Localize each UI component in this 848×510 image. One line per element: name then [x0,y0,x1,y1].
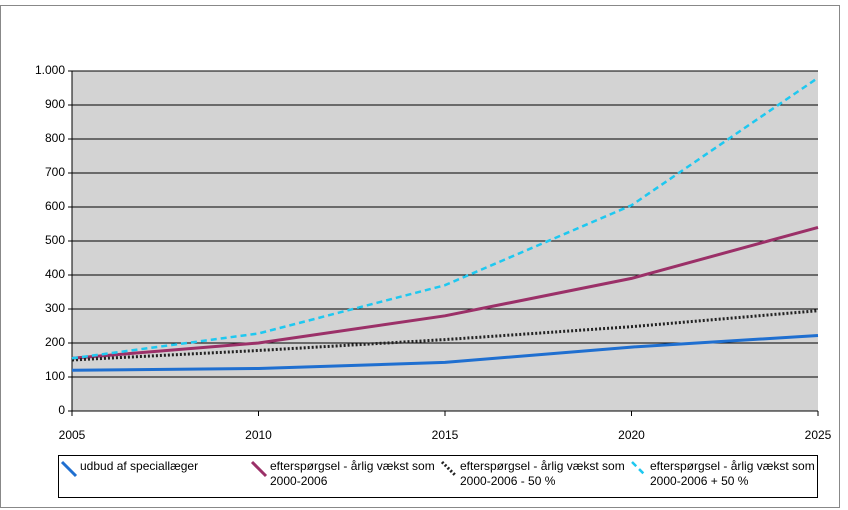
x-tick-label: 2010 [245,428,272,442]
y-tick-label: 200 [45,335,65,349]
legend-marker [631,461,647,477]
x-tick-label: 2025 [805,428,832,442]
legend-marker [440,460,458,478]
y-tick-label: 1.000 [35,63,65,77]
legend-marker [250,460,268,478]
y-tick-label: 600 [45,199,65,213]
series-line [71,76,819,360]
series-line [71,334,819,372]
y-tick-label: 800 [45,131,65,145]
legend-label: udbud af speciallæger [80,459,199,473]
y-tick-label: 300 [45,301,65,315]
y-tick-label: 400 [45,267,65,281]
legend-marker [60,460,78,478]
legend-label: efterspørgsel - årlig vækst som 2000-200… [460,459,625,488]
y-tick-label: 100 [45,369,65,383]
series-line [71,225,819,360]
x-tick-label: 2005 [59,428,86,442]
y-tick-label: 900 [45,97,65,111]
legend-label: efterspørgsel - årlig vækst som 2000-200… [650,459,815,488]
series-line [71,309,819,362]
x-tick-label: 2015 [432,428,459,442]
y-tick-label: 0 [58,403,65,417]
y-tick-label: 700 [45,165,65,179]
y-tick-label: 500 [45,233,65,247]
legend-label: efterspørgsel - årlig vækst som 2000-200… [270,459,435,488]
legend-box [58,455,818,498]
x-tick-label: 2020 [618,428,645,442]
